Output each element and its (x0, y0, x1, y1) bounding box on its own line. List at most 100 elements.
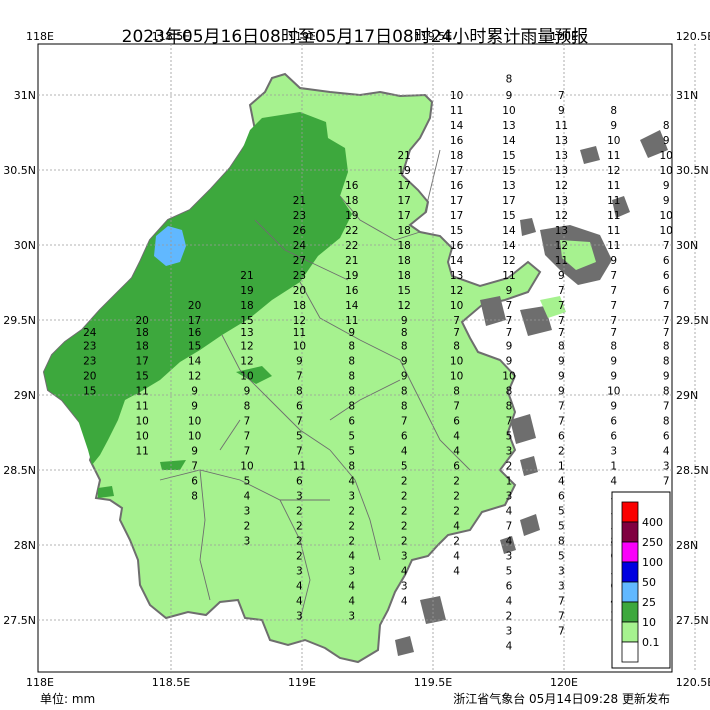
rainfall-value: 17 (397, 210, 410, 222)
rainfall-value: 6 (506, 581, 513, 593)
rainfall-value: 8 (401, 386, 408, 398)
rainfall-value: 11 (135, 386, 148, 398)
rainfall-value: 18 (397, 240, 410, 252)
rainfall-value: 16 (450, 180, 464, 192)
rainfall-value: 14 (502, 135, 516, 147)
rainfall-value: 13 (555, 135, 568, 147)
x-tick-bottom: 119E (288, 676, 316, 689)
rainfall-value: 8 (663, 356, 670, 368)
rainfall-value: 9 (506, 285, 513, 297)
rainfall-value: 8 (453, 386, 460, 398)
y-tick-left: 30.5N (3, 164, 36, 177)
rainfall-value: 7 (558, 626, 565, 638)
rainfall-value: 5 (348, 431, 355, 443)
x-tick-bottom: 118.5E (152, 676, 190, 689)
rainfall-value: 14 (502, 240, 516, 252)
rainfall-value: 6 (296, 401, 303, 413)
rainfall-value: 18 (135, 341, 148, 353)
legend-label: 25 (642, 596, 656, 609)
rainfall-value: 4 (401, 566, 408, 578)
rainfall-value: 5 (296, 431, 303, 443)
rainfall-value: 8 (663, 120, 670, 132)
rainfall-value: 2 (244, 521, 251, 533)
rainfall-value: 14 (345, 300, 359, 312)
rainfall-value: 3 (506, 626, 513, 638)
rainfall-value: 17 (450, 165, 463, 177)
rainfall-value: 10 (502, 105, 515, 117)
rainfall-value: 7 (296, 416, 303, 428)
rainfall-value: 4 (401, 446, 408, 458)
rainfall-value: 4 (558, 476, 565, 488)
rainfall-value: 2 (348, 521, 355, 533)
boundary-line (329, 449, 381, 561)
rainfall-value: 10 (450, 356, 463, 368)
rainfall-value: 19 (240, 285, 253, 297)
rainfall-value: 11 (555, 255, 568, 267)
rainfall-value: 21 (293, 195, 306, 207)
rainfall-value: 7 (506, 300, 513, 312)
rainfall-value: 8 (244, 401, 251, 413)
rainfall-value: 9 (558, 356, 565, 368)
rainfall-value: 2 (453, 476, 460, 488)
rainfall-value: 10 (659, 165, 672, 177)
heavy-rain-patch (160, 460, 186, 470)
island-cluster (540, 296, 566, 318)
boundary-line (159, 469, 330, 501)
rainfall-value: 18 (240, 300, 253, 312)
rainfall-value: 8 (506, 74, 513, 86)
rainfall-value: 11 (293, 327, 306, 339)
legend: 400 250 100 50 25 10 0.1 (611, 491, 671, 669)
rainfall-value: 2 (558, 446, 565, 458)
map-title: 2023年05月16日08时至05月17日08时24小时累计雨量预报 (121, 27, 589, 47)
island-cluster (612, 196, 630, 218)
rainfall-value: 16 (450, 135, 464, 147)
rainfall-value: 4 (453, 551, 460, 563)
legend-swatch (621, 501, 639, 523)
legend-swatch (621, 521, 639, 543)
rainfall-value: 7 (558, 285, 565, 297)
rainfall-value: 4 (296, 596, 303, 608)
rainfall-value: 20 (188, 300, 201, 312)
rainfall-value: 15 (502, 150, 515, 162)
legend-swatch (621, 561, 639, 583)
rainfall-value: 8 (401, 327, 408, 339)
rainfall-value: 1 (610, 461, 617, 473)
rainfall-value: 2 (296, 551, 303, 563)
rainfall-value: 17 (135, 356, 148, 368)
rainfall-value: 3 (610, 446, 617, 458)
rainfall-value: 12 (555, 180, 568, 192)
y-tick-left: 31N (14, 89, 36, 102)
rainfall-value: 4 (663, 446, 670, 458)
rainfall-value: 8 (506, 386, 513, 398)
rainfall-value: 13 (555, 225, 568, 237)
rainfall-value: 16 (345, 285, 359, 297)
rainfall-value: 7 (610, 270, 617, 282)
rainfall-value: 4 (348, 596, 355, 608)
rainfall-value: 3 (401, 581, 408, 593)
rainfall-value: 2 (506, 461, 513, 473)
rainfall-value: 9 (558, 270, 565, 282)
rainfall-value: 10 (450, 300, 463, 312)
rainfall-value: 12 (240, 341, 253, 353)
rainfall-value: 23 (83, 341, 96, 353)
rainfall-value: 7 (663, 300, 670, 312)
rainfall-value: 3 (348, 611, 355, 623)
rainfall-value: 17 (450, 210, 463, 222)
rainfall-value: 4 (401, 596, 408, 608)
rainfall-value: 13 (502, 180, 515, 192)
rainfall-value: 8 (453, 341, 460, 353)
rainfall-value: 13 (555, 165, 568, 177)
rainfall-value: 20 (135, 315, 148, 327)
island-cluster (520, 514, 540, 536)
legend-swatch (621, 541, 639, 563)
rainfall-value: 5 (558, 506, 565, 518)
rainfall-value: 9 (401, 315, 408, 327)
axis-ticks: 118E 118E 118.5E 118.5E 119E 119E 119.5E 119.5E… (3, 30, 710, 689)
rainfall-value: 9 (244, 386, 251, 398)
rainfall-value: 3 (296, 566, 303, 578)
rainfall-value: 9 (663, 180, 670, 192)
rainfall-value: 10 (135, 416, 148, 428)
rainfall-value: 7 (558, 401, 565, 413)
rainfall-value: 10 (502, 371, 515, 383)
rainfall-value: 6 (663, 285, 670, 297)
